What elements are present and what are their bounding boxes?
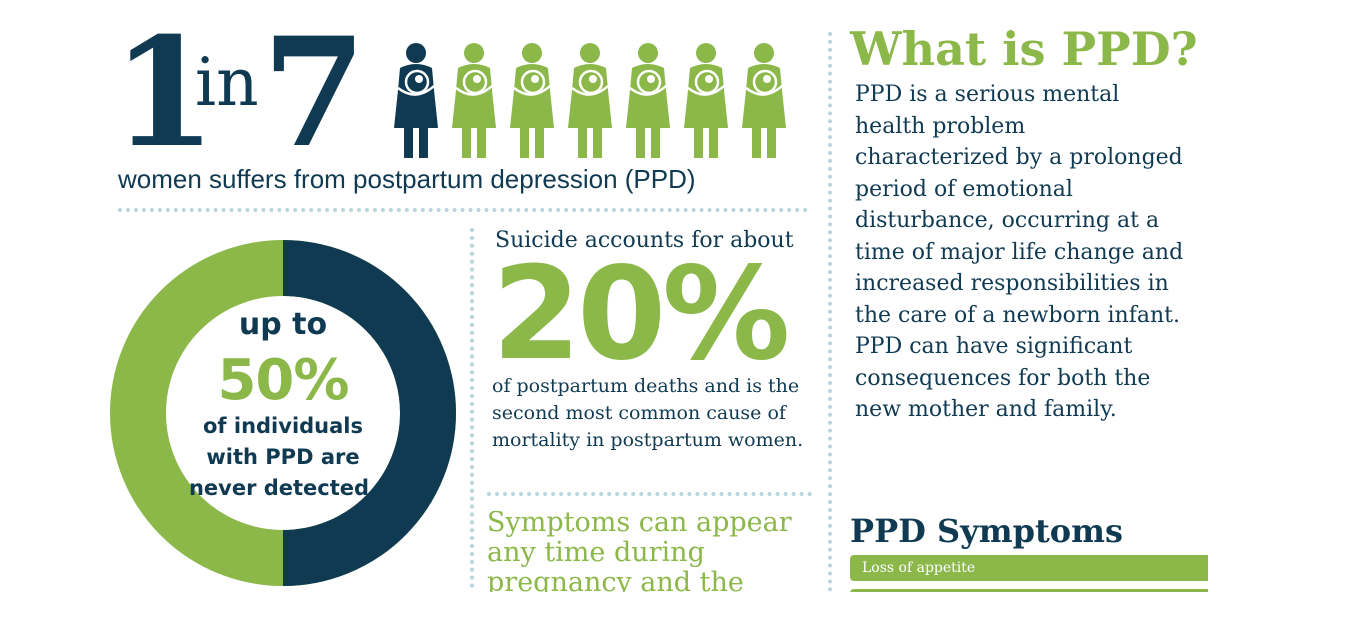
stat-number-seven: 7: [262, 5, 367, 181]
detection-line-individuals: of individuals: [203, 414, 363, 438]
mother-holding-baby-icon: [510, 43, 554, 158]
stat-word-in: in: [195, 44, 259, 121]
suicide-percent: 20%: [492, 240, 790, 389]
divider-horizontal-top: [118, 208, 808, 212]
mother-holding-baby-icon: [684, 43, 728, 158]
detection-percent: 50%: [217, 348, 349, 413]
detection-donut-chart: [110, 240, 456, 586]
stat-caption: women suffers from postpartum depression…: [118, 164, 696, 194]
ppd-definition: PPD is a serious mental health problem c…: [855, 82, 1184, 422]
bottom-crop-mask: [0, 592, 1361, 626]
symptoms-heading: PPD Symptoms: [850, 512, 1123, 550]
detection-line-never-detected: never detected.: [188, 476, 378, 500]
mother-holding-baby-icon: [452, 43, 496, 158]
stat-number-one: 1: [112, 5, 216, 181]
mother-figures-row: [394, 43, 786, 158]
detection-line-with-ppd: with PPD are: [206, 445, 360, 469]
mother-holding-baby-icon: [568, 43, 612, 158]
suicide-body: of postpartum deaths and is the second m…: [492, 375, 804, 451]
mother-holding-baby-icon: [742, 43, 786, 158]
mother-holding-baby-icon: [626, 43, 670, 158]
divider-vertical-middle: [470, 228, 474, 588]
symptom-item: Loss of appetite: [850, 555, 1208, 581]
symptom-item-label: Loss of appetite: [862, 560, 976, 576]
divider-horizontal-middle: [487, 492, 812, 496]
detection-up-to: up to: [238, 307, 328, 342]
divider-vertical-right: [828, 32, 832, 592]
what-is-ppd-title: What is PPD?: [850, 22, 1198, 76]
suicide-intro: Suicide accounts for about: [495, 228, 794, 253]
donut-ring-detected: [282, 240, 456, 586]
mother-holding-baby-icon: [394, 43, 438, 158]
symptoms-timing-text: Symptoms can appear any time during preg…: [487, 507, 792, 598]
